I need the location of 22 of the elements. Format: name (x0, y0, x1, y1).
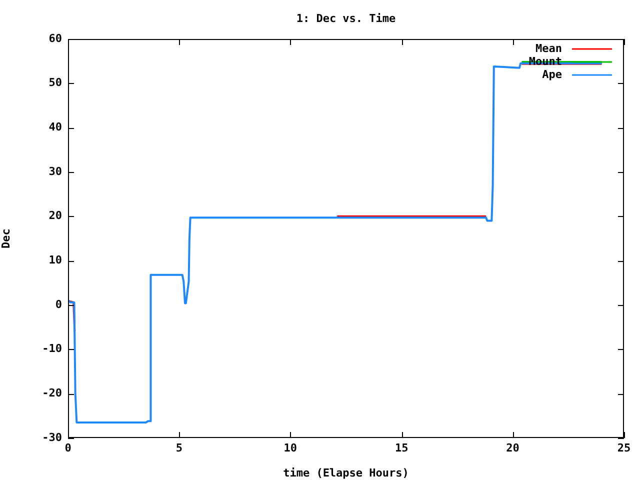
x-tick-label: 5 (176, 441, 183, 454)
x-tick-label: 25 (617, 441, 631, 454)
y-tick-label: 20 (48, 209, 62, 222)
y-tick-label: -30 (42, 430, 62, 444)
x-axis-title: time (Elapse Hours) (283, 466, 409, 480)
x-tick-label: 10 (284, 441, 298, 454)
chart-title: 1: Dec vs. Time (296, 12, 396, 25)
y-tick-label: -10 (42, 342, 62, 356)
legend-label: Mount (528, 54, 562, 68)
y-tick-label: 0 (55, 298, 62, 311)
y-tick-label: 50 (48, 76, 62, 90)
y-tick-label: -20 (42, 386, 62, 400)
y-axis-title: Dec (0, 228, 12, 248)
y-tick-label: 40 (48, 120, 62, 134)
y-tick-label: 60 (48, 32, 62, 45)
x-tick-label: 15 (394, 441, 408, 454)
legend-label: Mean (536, 42, 562, 55)
y-tick-label: 30 (48, 164, 62, 178)
x-tick-label: 20 (506, 441, 520, 454)
x-tick-label: 0 (64, 441, 72, 454)
legend-label: Ape (542, 68, 562, 81)
y-tick-label: 10 (48, 254, 62, 267)
